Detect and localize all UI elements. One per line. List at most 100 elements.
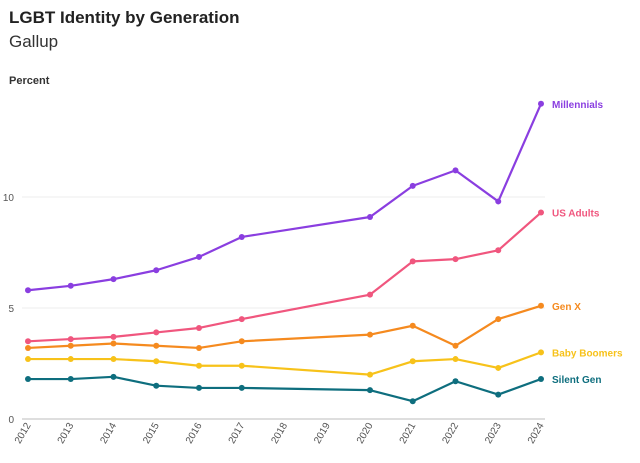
svg-text:2015: 2015: [141, 421, 162, 446]
series-line-gen-x: [27, 304, 542, 350]
data-point-gen-x: [409, 322, 416, 329]
data-point-us-adults: [67, 336, 74, 343]
x-tick-label: 2024: [526, 421, 547, 446]
data-point-millennials: [67, 282, 74, 289]
svg-text:2013: 2013: [56, 421, 77, 446]
data-point-millennials: [452, 167, 459, 174]
svg-text:2019: 2019: [312, 421, 333, 446]
data-point-gen-x: [67, 342, 74, 349]
data-point-silent-gen: [367, 387, 373, 394]
data-point-us-adults: [196, 324, 202, 331]
svg-text:2014: 2014: [98, 421, 119, 446]
chart-subtitle: Gallup: [9, 32, 59, 51]
y-tick-label: 5: [8, 304, 14, 315]
series-label-gen-x: Gen X: [552, 302, 581, 313]
data-point-us-adults: [153, 329, 160, 336]
data-point-gen-x: [238, 338, 245, 345]
x-tick-label: 2015: [141, 421, 162, 446]
data-point-millennials: [196, 253, 202, 260]
y-tick-label: 10: [3, 193, 15, 204]
data-point-silent-gen: [238, 384, 245, 391]
series-label-us-adults: US Adults: [552, 209, 600, 220]
grid-lines: [22, 196, 545, 420]
data-point-baby-boomers: [25, 356, 31, 363]
x-tick-label: 2019: [312, 421, 333, 446]
data-point-us-adults: [367, 291, 373, 298]
data-point-baby-boomers: [196, 362, 202, 369]
data-point-gen-x: [196, 344, 202, 351]
data-point-us-adults: [452, 256, 459, 263]
data-point-silent-gen: [409, 398, 416, 405]
svg-text:2012: 2012: [13, 421, 34, 446]
x-tick-label: 2012: [13, 421, 34, 446]
data-point-silent-gen: [25, 376, 31, 383]
x-axis-ticks: 2012 2013 2014 2015 2016 2017 2018 2019 2020 2021…: [13, 421, 547, 446]
data-point-gen-x: [153, 342, 160, 349]
series-label-silent-gen: Silent Gen: [552, 375, 601, 386]
data-point-silent-gen: [110, 373, 117, 380]
x-tick-label: 2014: [98, 421, 119, 446]
data-point-baby-boomers: [495, 364, 502, 371]
data-point-silent-gen: [495, 391, 502, 398]
x-tick-label: 2022: [440, 421, 461, 446]
data-point-gen-x: [452, 342, 459, 349]
series-line-baby-boomers: [28, 351, 542, 376]
data-point-baby-boomers: [452, 356, 459, 363]
data-point-silent-gen: [153, 382, 160, 389]
data-point-millennials: [495, 198, 502, 205]
data-point-us-adults: [538, 209, 544, 216]
series-line-us-adults: [27, 211, 542, 343]
data-point-millennials: [25, 287, 31, 294]
y-tick-label: 0: [8, 415, 14, 426]
data-point-silent-gen: [452, 378, 459, 385]
svg-text:2018: 2018: [269, 421, 290, 446]
data-point-baby-boomers: [538, 349, 544, 356]
data-point-silent-gen: [67, 376, 74, 383]
svg-text:2020: 2020: [355, 421, 376, 446]
data-point-gen-x: [367, 331, 373, 338]
data-point-silent-gen: [538, 376, 544, 383]
x-tick-label: 2021: [398, 421, 419, 446]
svg-text:2016: 2016: [184, 421, 205, 446]
y-axis-ticks: 0 5 10: [3, 193, 15, 426]
series-line-silent-gen: [28, 375, 542, 403]
x-tick-label: 2018: [269, 421, 290, 446]
series-label-millennials: Millennials: [552, 100, 604, 111]
data-point-baby-boomers: [238, 362, 245, 369]
data-point-gen-x: [538, 302, 544, 309]
svg-text:2024: 2024: [526, 421, 547, 446]
data-point-millennials: [409, 182, 416, 189]
svg-text:2022: 2022: [440, 421, 461, 446]
data-point-us-adults: [110, 333, 117, 340]
data-point-millennials: [367, 213, 373, 220]
x-tick-label: 2020: [355, 421, 376, 446]
series-group: [25, 100, 544, 405]
y-axis-label: Percent: [9, 75, 50, 87]
data-point-millennials: [110, 276, 117, 283]
data-point-gen-x: [495, 316, 502, 323]
data-point-millennials: [538, 100, 544, 107]
data-point-baby-boomers: [409, 358, 416, 365]
data-point-baby-boomers: [153, 358, 160, 365]
chart-title: LGBT Identity by Generation: [9, 8, 240, 27]
x-tick-label: 2013: [56, 421, 77, 446]
x-tick-label: 2017: [227, 421, 248, 446]
data-point-silent-gen: [196, 384, 202, 391]
data-point-baby-boomers: [110, 356, 117, 363]
svg-text:2023: 2023: [483, 421, 504, 446]
data-point-millennials: [153, 267, 160, 274]
svg-text:2017: 2017: [227, 421, 248, 446]
data-point-millennials: [238, 233, 245, 240]
data-point-us-adults: [238, 316, 245, 323]
series-label-baby-boomers: Baby Boomers: [552, 348, 623, 359]
data-point-baby-boomers: [67, 356, 74, 363]
data-point-us-adults: [495, 247, 502, 254]
x-tick-label: 2023: [483, 421, 504, 446]
x-tick-label: 2016: [184, 421, 205, 446]
data-point-baby-boomers: [367, 371, 373, 378]
svg-text:2021: 2021: [398, 421, 419, 446]
series-labels: Millennials US Adults Gen X Baby Boomers Sil…: [552, 100, 623, 386]
data-point-us-adults: [25, 338, 31, 345]
data-point-gen-x: [110, 340, 117, 347]
